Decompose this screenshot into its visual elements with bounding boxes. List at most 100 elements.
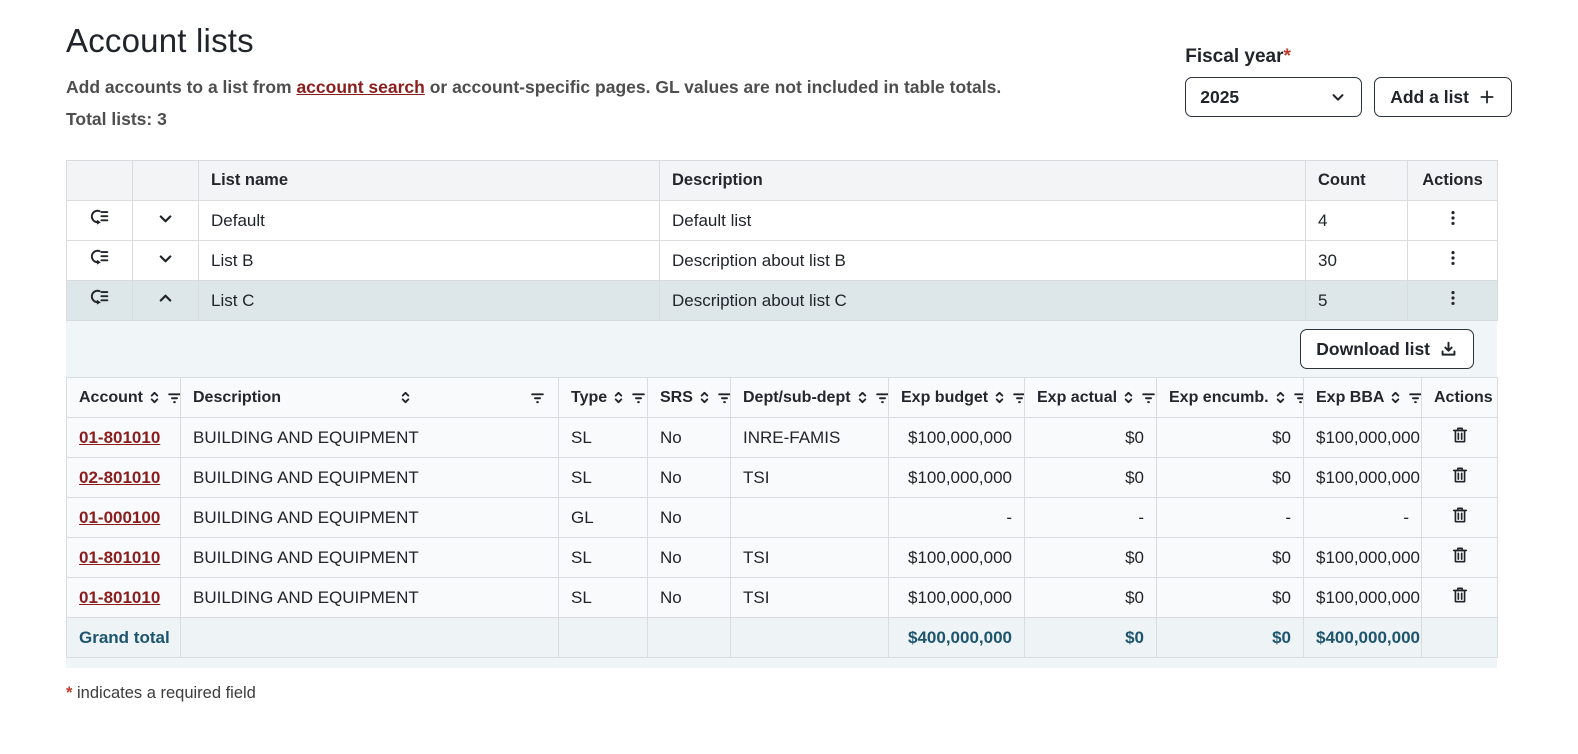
list-description-cell: Description about list C — [659, 280, 1306, 321]
list-description-cell: Description about list B — [659, 240, 1306, 281]
account-link[interactable]: 02-801010 — [79, 467, 161, 487]
download-list-button[interactable]: Download list — [1300, 329, 1474, 369]
fiscal-year-label: Fiscal year* — [1185, 46, 1512, 68]
fiscal-year-selected-value: 2025 — [1200, 86, 1240, 107]
exp-encumb-cell: - — [1156, 497, 1304, 538]
lists-table: List name Description Count Actions Defa… — [66, 160, 1498, 321]
list-row-icon-cell — [66, 240, 133, 281]
account-dept-cell: INRE-FAMIS — [730, 417, 889, 458]
account-type-cell: SL — [558, 577, 648, 618]
filter-icon-srs[interactable] — [716, 389, 730, 406]
column-header-exp_budget: Exp budget — [888, 377, 1025, 418]
sort-icon-account[interactable] — [147, 390, 162, 405]
exp-bba-cell: $100,000,000 — [1303, 417, 1422, 458]
kebab-menu-icon[interactable] — [1443, 208, 1463, 228]
filter-icon-exp_budget[interactable] — [1011, 389, 1024, 406]
sort-icon-exp_encumb[interactable] — [1273, 390, 1288, 405]
account-dept-cell: TSI — [730, 457, 889, 498]
exp-actual-cell: $0 — [1024, 537, 1157, 578]
filter-icon-description[interactable] — [529, 389, 546, 406]
plus-icon — [1478, 88, 1496, 106]
sort-icon-exp_bba[interactable] — [1388, 390, 1403, 405]
filter-icon-account[interactable] — [166, 389, 180, 406]
sort-icon-exp_actual[interactable] — [1121, 390, 1136, 405]
account-srs-cell: No — [647, 537, 731, 578]
account-table-row: 01-000100 BUILDING AND EQUIPMENT GL No -… — [66, 497, 1498, 538]
account-srs-cell: No — [647, 457, 731, 498]
account-actions-cell — [1421, 577, 1498, 618]
account-table-row: 01-801010 BUILDING AND EQUIPMENT SL No T… — [66, 577, 1498, 618]
lists-header-list-name: List name — [198, 160, 660, 201]
account-type-cell: SL — [558, 457, 648, 498]
grand-total-label: Grand total — [66, 617, 181, 658]
column-header-label: Type — [571, 388, 608, 406]
panel-toolbar: Download list — [66, 329, 1497, 377]
exp-bba-cell: $100,000,000 — [1303, 457, 1422, 498]
move-to-list-icon[interactable] — [89, 247, 111, 269]
column-header-label: Account — [79, 388, 143, 406]
trash-icon[interactable] — [1450, 465, 1470, 485]
list-table-row: List B Description about list B 30 — [66, 240, 1498, 281]
account-dept-cell — [730, 497, 889, 538]
sort-icon-description[interactable] — [398, 390, 413, 405]
filter-icon-type[interactable] — [630, 389, 646, 406]
grand-total-empty-description — [180, 617, 559, 658]
account-search-link[interactable]: account search — [296, 77, 425, 97]
download-list-button-label: Download list — [1316, 338, 1430, 359]
lists-header-description: Description — [659, 160, 1306, 201]
column-header-srs: SRS — [647, 377, 731, 418]
column-header-label: SRS — [660, 388, 693, 406]
trash-icon[interactable] — [1450, 425, 1470, 445]
account-link[interactable]: 01-801010 — [79, 587, 161, 607]
subtitle-text-2: or account-specific pages. GL values are… — [424, 77, 1002, 97]
kebab-menu-icon[interactable] — [1443, 248, 1463, 268]
filter-icon-exp_bba[interactable] — [1407, 389, 1421, 406]
kebab-menu-icon[interactable] — [1443, 288, 1463, 308]
fiscal-year-controls: 2025 Add a list — [1185, 77, 1512, 117]
grand-total-empty-dept — [730, 617, 889, 658]
exp-actual-cell: $0 — [1024, 577, 1157, 618]
account-actions-cell — [1421, 457, 1498, 498]
filter-icon-dept[interactable] — [874, 389, 888, 406]
sort-icon-srs[interactable] — [697, 390, 712, 405]
sort-icon-exp_budget[interactable] — [992, 390, 1007, 405]
chevron-expand-icon[interactable] — [156, 209, 175, 228]
account-cell: 01-000100 — [66, 497, 181, 538]
exp-budget-cell: $100,000,000 — [888, 457, 1025, 498]
trash-icon[interactable] — [1450, 545, 1470, 565]
grand-total-empty-type — [558, 617, 648, 658]
exp-budget-cell: $100,000,000 — [888, 537, 1025, 578]
page-title: Account lists — [66, 22, 254, 59]
trash-icon[interactable] — [1450, 585, 1470, 605]
account-link[interactable]: 01-801010 — [79, 427, 161, 447]
column-header-label: Dept/sub-dept — [743, 388, 851, 406]
list-name-cell: List C — [198, 280, 660, 321]
exp-bba-cell: - — [1303, 497, 1422, 538]
filter-icon-exp_actual[interactable] — [1140, 389, 1155, 406]
page-header-text: Account lists Add accounts to a list fro… — [66, 22, 1001, 160]
required-field-footnote: * indicates a required field — [66, 684, 1512, 703]
exp-budget-cell: $100,000,000 — [888, 577, 1025, 618]
grand-total-empty-actions — [1421, 617, 1498, 658]
list-row-expand-cell — [132, 240, 199, 281]
account-link[interactable]: 01-801010 — [79, 547, 161, 567]
list-row-expand-cell — [132, 280, 199, 321]
sort-icon-dept[interactable] — [855, 390, 870, 405]
account-description-cell: BUILDING AND EQUIPMENT — [180, 537, 559, 578]
sort-icon-type[interactable] — [611, 390, 626, 405]
column-header-label: Exp budget — [901, 388, 989, 406]
add-list-button[interactable]: Add a list — [1374, 77, 1512, 117]
grand-total-exp-encumb: $0 — [1156, 617, 1304, 658]
exp-encumb-cell: $0 — [1156, 577, 1304, 618]
chevron-expand-icon[interactable] — [156, 289, 175, 308]
trash-icon[interactable] — [1450, 505, 1470, 525]
account-link[interactable]: 01-000100 — [79, 507, 161, 527]
filter-icon-exp_encumb[interactable] — [1292, 389, 1303, 406]
move-to-list-icon[interactable] — [89, 207, 111, 229]
move-to-list-icon[interactable] — [89, 287, 111, 309]
fiscal-year-select[interactable]: 2025 — [1185, 77, 1363, 117]
column-header-dept: Dept/sub-dept — [730, 377, 889, 418]
column-header-label: Exp BBA — [1316, 388, 1385, 406]
chevron-expand-icon[interactable] — [156, 249, 175, 268]
account-type-cell: SL — [558, 537, 648, 578]
